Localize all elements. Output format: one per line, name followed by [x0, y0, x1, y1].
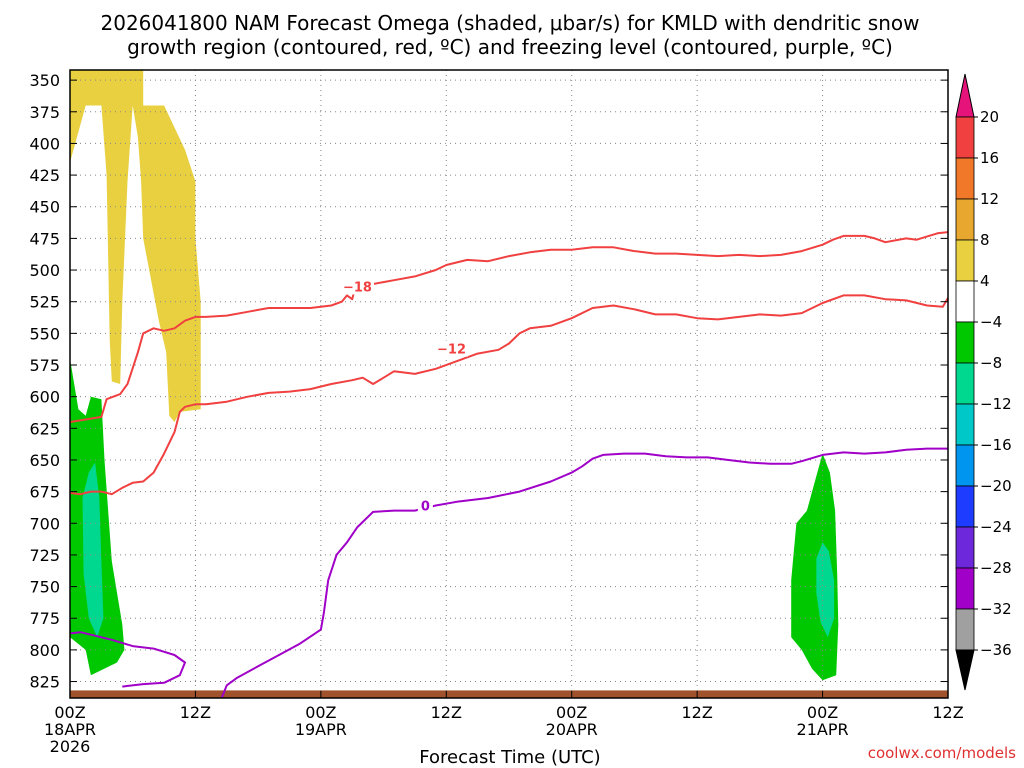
y-tick-label: 650 — [29, 451, 60, 470]
y-tick-label: 750 — [29, 578, 60, 597]
y-tick-label: 700 — [29, 514, 60, 533]
colorbar-bottom-arrow — [955, 649, 975, 691]
y-tick-label: 800 — [29, 641, 60, 660]
colorbar-label: −20 — [980, 477, 1012, 495]
x-tick-label: 20APR — [546, 720, 598, 739]
colorbar-bin — [955, 485, 975, 528]
colorbar-label: −4 — [980, 313, 1002, 331]
contour-label-bg — [435, 340, 469, 357]
y-axis: 350 375 400 425 450 475 500 525 550 575 600 625 650 6… — [29, 71, 948, 692]
y-tick-label: 625 — [29, 419, 60, 438]
contour-0C freezing level lower segment — [69, 631, 186, 688]
y-tick-label: 675 — [29, 483, 60, 502]
colorbar-label: −32 — [980, 600, 1012, 618]
y-tick-label: 425 — [29, 166, 60, 185]
contour-0C freezing level — [220, 447, 948, 699]
colorbar-top-arrow — [955, 73, 975, 118]
colorbar-bin — [955, 280, 975, 323]
omega-area-right-teal — [816, 542, 835, 638]
chart-title-line-2: growth region (contoured, red, ºC) and f… — [127, 35, 893, 59]
contour-label-bg — [417, 497, 433, 514]
x-tick-label: 18APR — [44, 720, 96, 739]
y-tick-label: 475 — [29, 229, 60, 248]
y-tick-label: 500 — [29, 261, 60, 280]
omega-shading-layer — [70, 70, 839, 681]
colorbar-label: 12 — [980, 190, 999, 208]
colorbar-bin — [955, 157, 975, 200]
y-tick-label: 825 — [29, 673, 60, 692]
y-tick-label: 725 — [29, 546, 60, 565]
colorbar-label: 20 — [980, 108, 999, 126]
x-tick-label: 00Z — [54, 703, 85, 722]
colorbar-label: 4 — [980, 272, 990, 290]
colorbar-bin — [955, 444, 975, 487]
colorbar-bin — [955, 116, 975, 159]
colorbar-label: 16 — [980, 149, 999, 167]
x-tick-label: 2026 — [50, 737, 91, 756]
chart-title-line-1: 2026041800 NAM Forecast Omega (shaded, μ… — [101, 11, 920, 35]
contour--12C isotherm — [69, 294, 949, 496]
y-tick-label: 375 — [29, 103, 60, 122]
colorbar-label: −24 — [980, 518, 1012, 536]
x-tick-label: 12Z — [932, 703, 963, 722]
colorbar-bin — [955, 526, 975, 569]
credit-text: coolwx.com/models — [868, 744, 1016, 762]
x-tick-label: 00Z — [305, 703, 336, 722]
colorbar-label: −16 — [980, 436, 1012, 454]
omega-area-left-teal — [82, 462, 104, 638]
colorbar-bin — [955, 403, 975, 446]
contour-label: −18 — [343, 281, 372, 296]
y-tick-label: 450 — [29, 198, 60, 217]
colorbar-bin — [955, 321, 975, 364]
colorbar-bin — [955, 239, 975, 282]
colorbar-label: −12 — [980, 395, 1012, 413]
chart-title: 2026041800 NAM Forecast Omega (shaded, μ… — [101, 11, 920, 59]
y-tick-label: 400 — [29, 134, 60, 153]
colorbar-bin — [955, 198, 975, 241]
x-tick-label: 00Z — [556, 703, 587, 722]
y-tick-label: 350 — [29, 71, 60, 90]
colorbar-bin — [955, 567, 975, 610]
y-tick-label: 600 — [29, 388, 60, 407]
contour-label: −12 — [437, 343, 466, 358]
x-tick-label: 00Z — [807, 703, 838, 722]
x-axis-title: Forecast Time (UTC) — [419, 747, 600, 768]
y-tick-label: 550 — [29, 324, 60, 343]
colorbar-bin — [955, 362, 975, 405]
colorbar-label: −28 — [980, 559, 1012, 577]
contour-label-bg — [340, 278, 374, 295]
colorbar-bin — [955, 608, 975, 651]
x-tick-label: 12Z — [180, 703, 211, 722]
x-tick-label: 21APR — [797, 720, 849, 739]
x-tick-label: 12Z — [681, 703, 712, 722]
y-tick-label: 575 — [29, 356, 60, 375]
colorbar-label: 8 — [980, 231, 990, 249]
plot-frame — [69, 69, 949, 699]
y-tick-label: 775 — [29, 609, 60, 628]
terrain-strip — [70, 690, 948, 698]
x-tick-label: 19APR — [295, 720, 347, 739]
colorbar-label: −36 — [980, 641, 1012, 659]
contour-layer: −18 −12 0 — [69, 231, 949, 699]
contour-label: 0 — [421, 500, 430, 515]
y-tick-label: 525 — [29, 293, 60, 312]
contour--18C isotherm — [69, 231, 949, 423]
x-tick-label: 12Z — [431, 703, 462, 722]
omega-area-upper-yellow-left — [70, 70, 201, 422]
terrain-layer — [70, 690, 948, 698]
colorbar: 20 16 12 8 4 −4 −8 −12 −16 −20 −24 −28 −32 −36 — [955, 73, 1012, 691]
colorbar-label: −8 — [980, 354, 1002, 372]
